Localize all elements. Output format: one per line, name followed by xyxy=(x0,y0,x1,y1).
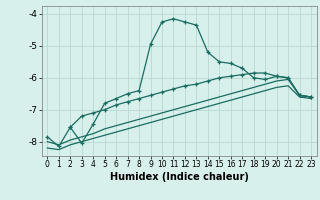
X-axis label: Humidex (Indice chaleur): Humidex (Indice chaleur) xyxy=(110,172,249,182)
